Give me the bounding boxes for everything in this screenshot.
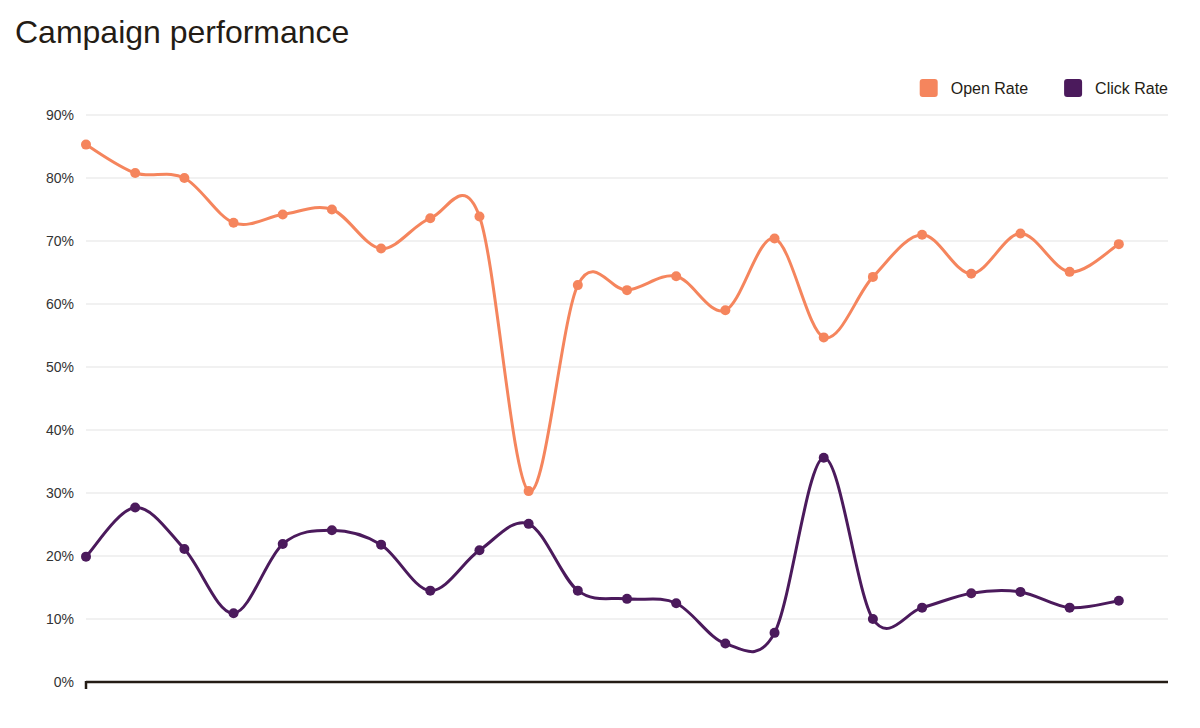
legend-swatch xyxy=(920,79,938,97)
point xyxy=(1015,587,1025,597)
point xyxy=(229,218,239,228)
legend: Click Rate Open Rate xyxy=(920,79,1168,97)
legend-label: Click Rate xyxy=(1095,80,1168,97)
y-tick-label: 60% xyxy=(46,296,74,312)
grid-line xyxy=(86,493,1168,494)
y-tick-label: 30% xyxy=(46,485,74,501)
grid-line xyxy=(86,682,1168,683)
point xyxy=(425,213,435,223)
y-tick-label: 10% xyxy=(46,611,74,627)
point xyxy=(917,603,927,613)
legend-label: Open Rate xyxy=(951,80,1028,97)
point xyxy=(327,205,337,215)
y-tick-label: 90% xyxy=(46,107,74,123)
point xyxy=(819,332,829,342)
point xyxy=(671,598,681,608)
point xyxy=(1065,603,1075,613)
point xyxy=(425,586,435,596)
plot-area xyxy=(81,140,1124,652)
grid-line xyxy=(86,619,1168,620)
x-axis-tick xyxy=(85,681,88,689)
point xyxy=(770,628,780,638)
point xyxy=(1065,267,1075,277)
y-tick-label: 70% xyxy=(46,233,74,249)
grid-line xyxy=(86,430,1168,431)
point xyxy=(1015,228,1025,238)
point xyxy=(474,211,484,221)
grid-line xyxy=(86,556,1168,557)
y-tick-label: 40% xyxy=(46,422,74,438)
point xyxy=(229,608,239,618)
point xyxy=(868,614,878,624)
grid-line xyxy=(86,115,1168,116)
legend-swatch xyxy=(1064,79,1082,97)
point xyxy=(130,502,140,512)
point xyxy=(278,539,288,549)
series-line xyxy=(86,458,1119,652)
point xyxy=(524,519,534,529)
y-tick-label: 50% xyxy=(46,359,74,375)
point xyxy=(966,588,976,598)
point xyxy=(966,269,976,279)
y-tick-label: 0% xyxy=(54,674,74,690)
grid-line xyxy=(86,178,1168,179)
point xyxy=(622,594,632,604)
point xyxy=(819,453,829,463)
point xyxy=(868,272,878,282)
point xyxy=(376,244,386,254)
point xyxy=(671,271,681,281)
point xyxy=(376,540,386,550)
point xyxy=(573,586,583,596)
point xyxy=(573,280,583,290)
title: Campaign performance xyxy=(15,14,349,50)
point xyxy=(622,285,632,295)
x-axis xyxy=(86,681,1168,684)
point xyxy=(81,140,91,150)
point xyxy=(917,230,927,240)
series-line xyxy=(86,145,1119,492)
point xyxy=(327,525,337,535)
grid-line xyxy=(86,304,1168,305)
point xyxy=(179,173,189,183)
point xyxy=(179,544,189,554)
point xyxy=(720,305,730,315)
point xyxy=(770,233,780,243)
y-tick-label: 20% xyxy=(46,548,74,564)
chart: Campaign performance 0% 10% 20% 30% 40% 50% 60%… xyxy=(0,0,1200,728)
point xyxy=(1114,239,1124,249)
point xyxy=(474,545,484,555)
point xyxy=(524,486,534,496)
point xyxy=(720,639,730,649)
point xyxy=(130,168,140,178)
y-tick-label: 80% xyxy=(46,170,74,186)
grid-line xyxy=(86,367,1168,368)
point xyxy=(81,552,91,562)
point xyxy=(278,210,288,220)
y-axis xyxy=(86,115,87,682)
point xyxy=(1114,596,1124,606)
